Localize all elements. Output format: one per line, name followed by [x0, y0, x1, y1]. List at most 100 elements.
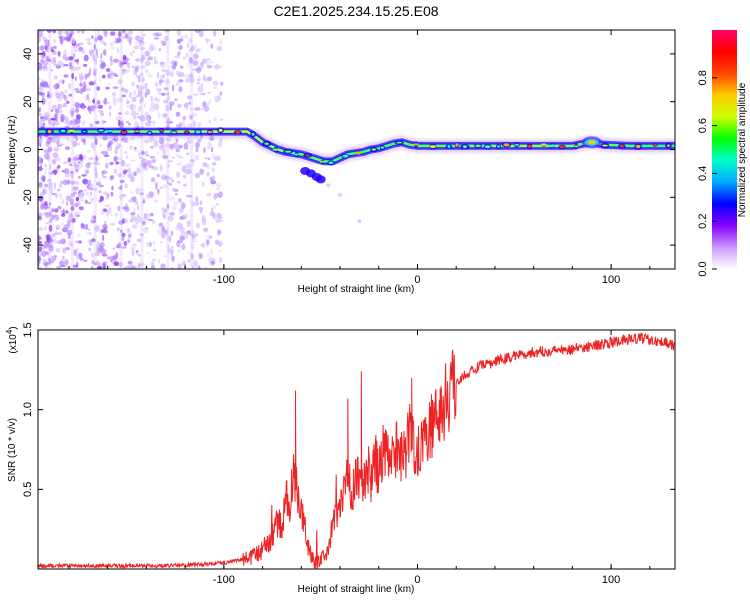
- noise-dot: [174, 193, 178, 196]
- noise-dot: [109, 55, 113, 61]
- noise-dot: [64, 173, 71, 178]
- noise-dot: [75, 196, 80, 202]
- noise-dot: [189, 107, 196, 110]
- noise-dot: [116, 37, 122, 43]
- noise-dot: [140, 65, 146, 69]
- noise-dot: [171, 245, 174, 249]
- noise-dot: [203, 227, 208, 232]
- noise-dot: [40, 45, 45, 51]
- noise-dot: [60, 222, 65, 226]
- noise-dot: [80, 197, 84, 202]
- noise-dot: [210, 207, 214, 213]
- noise-dot: [87, 98, 90, 102]
- noise-dot: [213, 30, 217, 37]
- noise-dot: [153, 60, 159, 65]
- noise-dot: [93, 43, 96, 51]
- noise-dot: [144, 50, 150, 57]
- snr-series-line: [38, 332, 675, 569]
- noise-dot: [91, 35, 94, 40]
- noise-dot: [137, 204, 140, 211]
- noise-dot: [59, 38, 64, 45]
- ridge-blob: [98, 129, 104, 132]
- noise-dot: [63, 74, 69, 78]
- noise-dot: [44, 183, 49, 188]
- noise-dot: [124, 206, 130, 213]
- noise-dot: [147, 213, 150, 220]
- noise-dot: [137, 216, 142, 223]
- noise-dot: [199, 168, 205, 175]
- noise-dot: [145, 114, 152, 121]
- noise-dot: [185, 232, 189, 240]
- noise-dot: [194, 93, 199, 96]
- noise-dot: [183, 231, 189, 238]
- noise-dot: [163, 255, 167, 258]
- noise-stripe: [71, 30, 74, 269]
- noise-dot: [59, 192, 63, 200]
- noise-dot: [177, 223, 184, 231]
- noise-dot: [68, 140, 74, 144]
- y-tick-label: 40: [22, 48, 34, 60]
- noise-dot: [83, 85, 88, 88]
- noise-dot: [153, 140, 159, 148]
- noise-dot: [131, 96, 137, 102]
- noise-dot: [190, 253, 195, 260]
- noise-dot: [216, 45, 222, 52]
- ridge-blob: [106, 129, 113, 133]
- noise-dot: [150, 158, 156, 164]
- noise-dot: [54, 108, 60, 114]
- noise-dot: [178, 144, 183, 149]
- noise-dot: [60, 238, 67, 245]
- x-tick-label: -100: [213, 574, 235, 586]
- noise-dot: [75, 108, 79, 113]
- noise-dot: [75, 119, 81, 124]
- noise-dot: [90, 197, 94, 202]
- noise-dot: [124, 110, 130, 116]
- noise-dot: [162, 155, 169, 159]
- noise-dot: [129, 52, 133, 56]
- noise-dot: [141, 220, 146, 226]
- noise-dot: [43, 39, 50, 43]
- ridge-blob: [305, 154, 310, 157]
- noise-dot: [124, 183, 129, 189]
- noise-dot: [133, 89, 137, 96]
- noise-dot: [196, 67, 202, 74]
- noise-dot: [38, 215, 42, 220]
- noise-dot: [47, 146, 53, 152]
- y-tick-label: 0: [22, 146, 34, 152]
- noise-dot: [80, 222, 85, 229]
- noise-dot: [38, 227, 44, 232]
- noise-dot: [139, 262, 145, 267]
- noise-dot: [52, 170, 58, 173]
- noise-dot: [59, 91, 65, 96]
- noise-dot: [123, 88, 129, 94]
- noise-dot: [76, 214, 80, 217]
- noise-dot: [204, 157, 209, 160]
- noise-dot: [155, 82, 158, 88]
- noise-dot: [56, 265, 61, 269]
- noise-dot: [87, 179, 92, 185]
- noise-dot: [195, 49, 201, 53]
- noise-dot: [90, 49, 96, 53]
- noise-dot: [47, 117, 51, 125]
- noise-dot: [94, 225, 100, 232]
- noise-dot: [203, 227, 209, 233]
- noise-dot: [180, 65, 184, 69]
- noise-dot: [117, 157, 123, 160]
- noise-dot: [95, 55, 99, 59]
- ridge-blob: [413, 143, 419, 146]
- spectrogram-image: [38, 30, 675, 269]
- noise-dot: [93, 161, 99, 166]
- noise-dot: [73, 59, 79, 63]
- noise-dot: [60, 210, 65, 213]
- noise-dot: [47, 179, 52, 182]
- noise-dot: [66, 100, 70, 104]
- noise-dot: [45, 206, 51, 209]
- noise-dot: [90, 142, 95, 149]
- noise-dot: [185, 194, 192, 198]
- noise-dot: [122, 175, 126, 178]
- noise-dot: [193, 53, 199, 60]
- noise-dot: [50, 255, 56, 262]
- noise-dot: [157, 112, 161, 119]
- noise-dot: [175, 111, 181, 117]
- noise-dot: [105, 86, 110, 90]
